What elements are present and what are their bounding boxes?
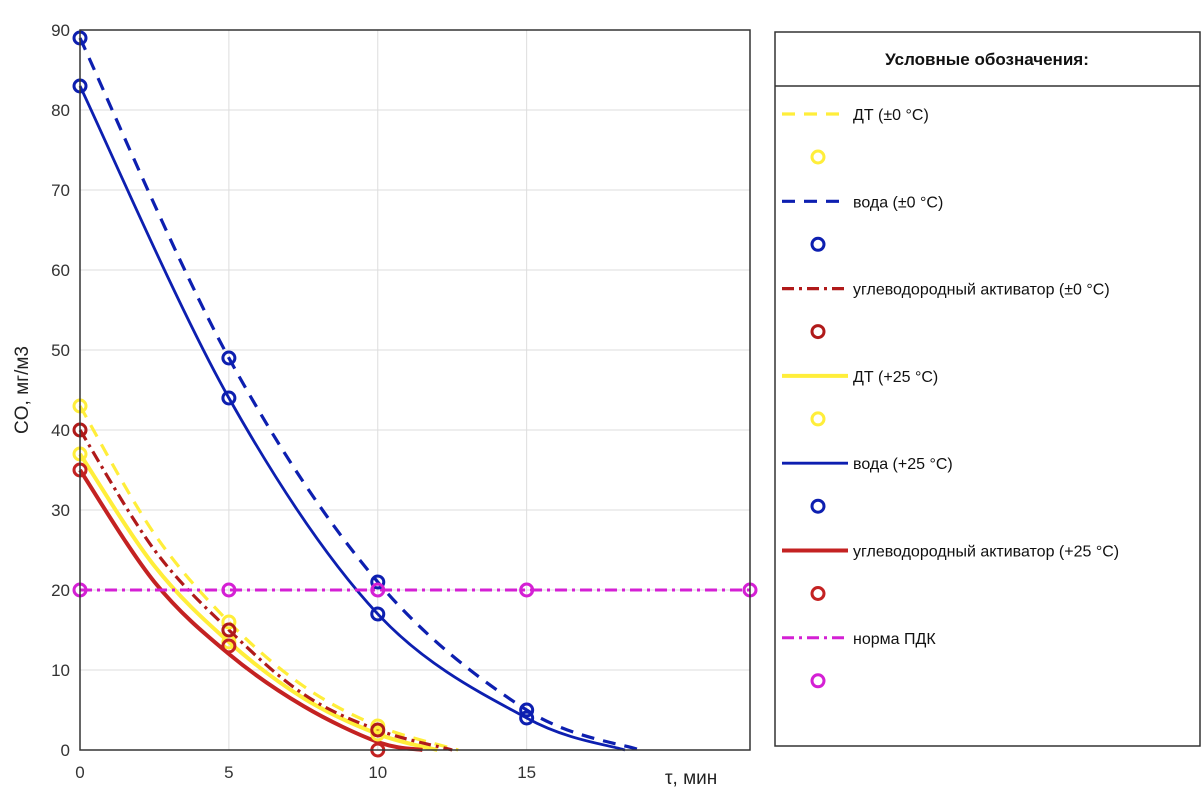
data-point	[221, 350, 237, 366]
plot-area	[80, 30, 750, 750]
data-point	[519, 710, 535, 726]
series-line	[78, 37, 641, 752]
legend-label: вода (±0 °С)	[853, 194, 943, 211]
x-tick-label: 15	[517, 763, 536, 782]
data-point	[370, 574, 386, 590]
data-point	[370, 582, 386, 598]
series-line	[78, 429, 453, 752]
y-tick-label: 0	[61, 741, 70, 760]
legend-marker	[810, 673, 826, 689]
legend-label: вода (+25 °С)	[853, 456, 953, 473]
legend-marker	[810, 498, 826, 514]
plot-frame	[79, 29, 751, 751]
data-point	[221, 622, 237, 638]
legend-title: Условные обозначения:	[885, 50, 1089, 69]
x-tick-labels: 0 5 10 15	[75, 763, 536, 782]
series-markers	[72, 30, 758, 758]
y-tick-label: 50	[51, 341, 70, 360]
y-tick-label: 40	[51, 421, 70, 440]
data-point	[370, 606, 386, 622]
legend-label: углеводородный активатор (±0 °С)	[853, 282, 1110, 299]
legend-marker	[810, 149, 826, 165]
series-line	[78, 452, 438, 752]
legend-label: норма ПДК	[853, 631, 936, 648]
legend-box	[774, 31, 1201, 747]
x-tick-label: 5	[224, 763, 233, 782]
legend-label: углеводородный активатор (+25 °С)	[853, 544, 1119, 561]
legend-marker	[810, 586, 826, 601]
legend-label: ДТ (+25 °С)	[853, 369, 938, 386]
data-point	[519, 702, 535, 718]
legend-marker	[810, 236, 826, 252]
x-axis-label: τ, мин	[665, 768, 717, 789]
legend-label: ДТ (±0 °С)	[853, 107, 929, 124]
data-point	[221, 582, 237, 598]
y-axis-label: CO, мг/м3	[12, 346, 33, 434]
data-point	[221, 638, 237, 654]
legend-marker	[810, 324, 826, 340]
data-point	[221, 614, 237, 630]
data-point	[370, 722, 386, 738]
data-point	[519, 582, 535, 598]
legend-marker	[810, 411, 826, 427]
y-tick-label: 60	[51, 261, 70, 280]
legend-entries: ДТ (±0 °С) вода (±0 °С) углеводородный акт…	[782, 107, 1119, 689]
x-tick-label: 0	[75, 763, 84, 782]
y-tick-labels: 0 10 20 30 40 50 60 70 80 90	[51, 21, 70, 760]
y-tick-label: 30	[51, 501, 70, 520]
x-tick-label: 10	[368, 763, 387, 782]
y-tick-label: 90	[51, 21, 70, 40]
legend: Условные обозначения: ДТ (±0 °С) вода (±0…	[774, 31, 1201, 747]
y-tick-label: 80	[51, 101, 70, 120]
series-line	[78, 468, 423, 752]
y-tick-label: 70	[51, 181, 70, 200]
data-point	[221, 390, 237, 406]
y-tick-label: 20	[51, 581, 70, 600]
y-tick-label: 10	[51, 661, 70, 680]
